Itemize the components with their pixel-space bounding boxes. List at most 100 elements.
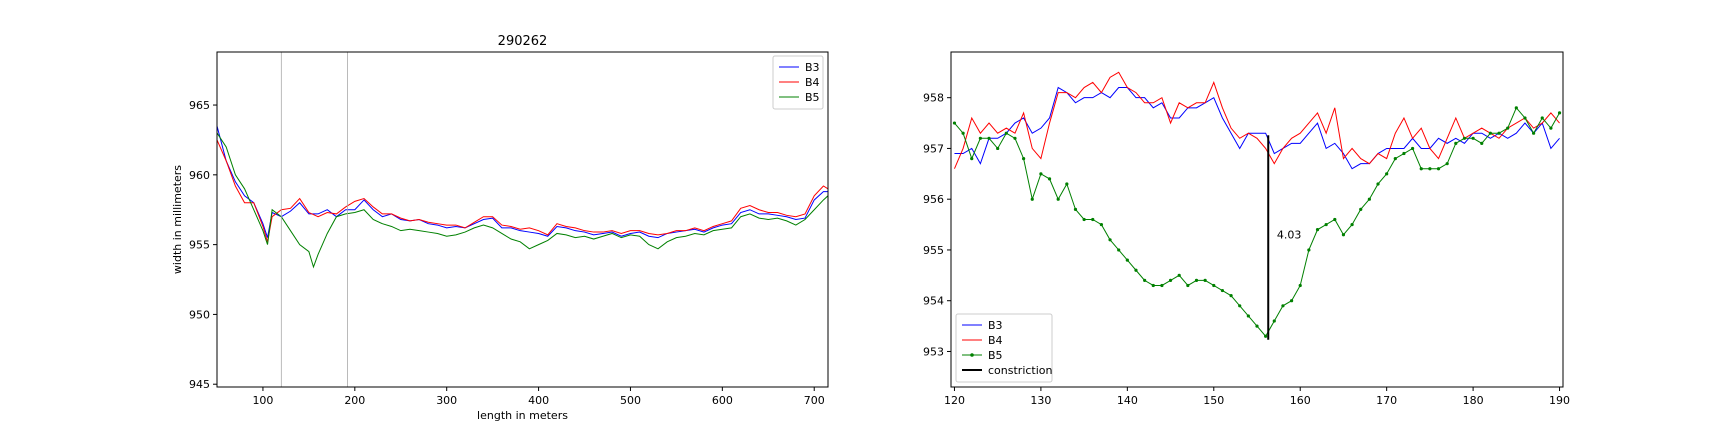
right-chart-series-b5-marker [1108, 238, 1112, 242]
right-chart-series-layer [952, 71, 1562, 340]
right-chart-x-tick-label: 120 [944, 394, 965, 407]
right-chart-series-b5-marker [952, 121, 957, 125]
right-chart-series-b5-marker [1540, 116, 1544, 120]
right-chart-series-b5-marker [1082, 217, 1086, 222]
right-chart-series-b5-marker [1212, 283, 1216, 288]
right-chart-y-tick-label: 958 [923, 92, 944, 105]
right-chart-series-b5-marker [1168, 278, 1173, 283]
right-chart-series-b5-marker [1307, 248, 1311, 252]
left-chart-x-axis-label: length in meters [477, 409, 568, 422]
right-chart-series-b5-marker [1532, 131, 1536, 135]
right-chart-y-tick-label: 956 [923, 193, 944, 206]
right-chart-series-b5-marker [1471, 136, 1475, 140]
left-chart-y-tick-label: 955 [189, 239, 210, 252]
left-chart-x-axis: 100 200 300 400 500 600 700 [252, 387, 825, 407]
left-chart-title: 290262 [498, 34, 548, 49]
left-chart-legend-label-b4: B4 [805, 76, 820, 89]
right-chart-series-b5-marker [1402, 151, 1406, 156]
right-chart-series-b5-marker [1514, 106, 1518, 110]
right-chart-y-tick-label: 955 [923, 244, 944, 257]
right-chart-series-b5-marker [1177, 273, 1181, 277]
right-chart-series-b5-marker [1289, 299, 1294, 303]
right-chart-series-b5-marker [1065, 182, 1069, 186]
right-chart-series-b5-marker [1030, 197, 1034, 201]
right-chart-series-b5-marker [1099, 222, 1104, 227]
right-chart-series-b5-marker [1557, 111, 1562, 115]
right-chart-series-b5-marker [1238, 304, 1242, 308]
right-chart-series-b5-marker [1480, 141, 1484, 145]
right-chart-series-b5-marker [1350, 222, 1354, 227]
right-chart-series-b5-marker [961, 131, 965, 135]
right-chart-series-b5-marker [1047, 177, 1052, 181]
right-chart-series-b5-marker [1272, 319, 1276, 323]
left-chart-series-b4-line [217, 139, 828, 242]
right-chart-series-b5-marker [1488, 131, 1492, 135]
right-chart-series-b5-marker [1073, 207, 1078, 211]
right-chart-series-b5-marker [1186, 283, 1190, 288]
left-chart-x-tick-label: 700 [804, 394, 825, 407]
right-chart-series-b5-marker [1203, 278, 1207, 283]
left-chart-series-b5-line [217, 132, 828, 269]
right-chart-x-tick-label: 180 [1463, 394, 1484, 407]
right-chart-series-b5-marker [1523, 116, 1527, 120]
right-chart-series-b5-marker [970, 156, 974, 161]
right-chart-series-b5-marker [1151, 283, 1155, 288]
right-chart-series-b5-marker [1333, 217, 1337, 222]
right-chart-x-tick-label: 160 [1290, 394, 1311, 407]
right-chart-series-b5-marker [1134, 268, 1138, 272]
left-chart-legend: B3 B4 B5 [772, 55, 824, 110]
right-chart-x-tick-label: 190 [1549, 394, 1570, 407]
right-chart-series-b5-marker [1454, 141, 1458, 145]
right-chart-series-b5-marker [1419, 167, 1423, 171]
right-chart-x-tick-label: 150 [1203, 394, 1224, 407]
right-chart-series-b5-marker [1324, 222, 1328, 227]
right-chart-series-b5-marker [1549, 126, 1553, 130]
right-chart-series-b5-marker [1341, 233, 1346, 237]
left-chart-x-tick-label: 100 [252, 394, 273, 407]
right-chart-legend-swatch-b5-marker [970, 353, 974, 357]
right-chart-y-tick-label: 953 [923, 345, 944, 358]
left-chart-vertical-markers [280, 52, 348, 387]
left-chart-y-tick-label: 960 [189, 169, 210, 182]
left-chart-y-tick-label: 945 [189, 378, 210, 391]
right-chart-series-b5-marker [1393, 156, 1397, 161]
left-chart-x-tick-label: 300 [436, 394, 457, 407]
right-chart-series-b5-marker [1359, 207, 1363, 211]
left-chart: 100 200 300 400 500 600 700 945 950 955 960 965 29… [171, 34, 829, 422]
left-chart-x-tick-label: 200 [344, 394, 365, 407]
right-chart-series-b5-marker [1160, 283, 1164, 288]
right-chart-legend-label-constriction: constriction [988, 364, 1053, 377]
left-chart-series-b3-line [217, 125, 828, 239]
left-chart-x-tick-label: 500 [620, 394, 641, 407]
right-chart-series-b5-marker [1117, 248, 1121, 252]
right-chart-y-tick-label: 954 [923, 295, 944, 308]
right-chart-series-b5-marker [1125, 258, 1129, 262]
right-chart-legend-box [955, 313, 1053, 383]
right-chart-y-tick-label: 957 [923, 142, 944, 155]
right-chart-x-tick-label: 130 [1030, 394, 1051, 407]
right-chart-series-b5-marker [996, 146, 1000, 151]
right-chart-legend-label-b3: B3 [988, 319, 1003, 332]
left-chart-x-tick-label: 400 [528, 394, 549, 407]
right-chart-series-b5-marker [1376, 182, 1380, 186]
left-chart-y-tick-label: 965 [189, 99, 210, 112]
right-chart-series-b5-marker [1281, 304, 1285, 308]
right-chart-series-b5-marker [978, 136, 982, 140]
right-chart-series-b5-marker [1056, 197, 1060, 201]
right-chart-plot-frame [950, 51, 1564, 388]
right-chart: 120 130 140 150 160 170 180 190 953 954 955 956 957… [923, 51, 1570, 407]
right-chart-series-b5-marker [1255, 324, 1259, 328]
right-chart-series-b5-marker [1385, 172, 1389, 176]
left-chart-x-tick-label: 600 [712, 394, 733, 407]
right-chart-series-b5-marker [1039, 172, 1043, 176]
left-chart-plot-frame [216, 51, 829, 388]
right-chart-y-axis: 953 954 955 956 957 958 [923, 92, 951, 358]
right-chart-series-b5-marker [1022, 156, 1026, 161]
right-chart-series-b5-marker [987, 136, 991, 140]
right-chart-series-b5-marker [1410, 146, 1415, 151]
left-chart-legend-label-b3: B3 [805, 61, 820, 74]
right-chart-series-b5-marker [1445, 162, 1449, 166]
right-chart-series-b5-marker [1004, 131, 1008, 135]
right-chart-series-b5-marker [1013, 136, 1017, 140]
